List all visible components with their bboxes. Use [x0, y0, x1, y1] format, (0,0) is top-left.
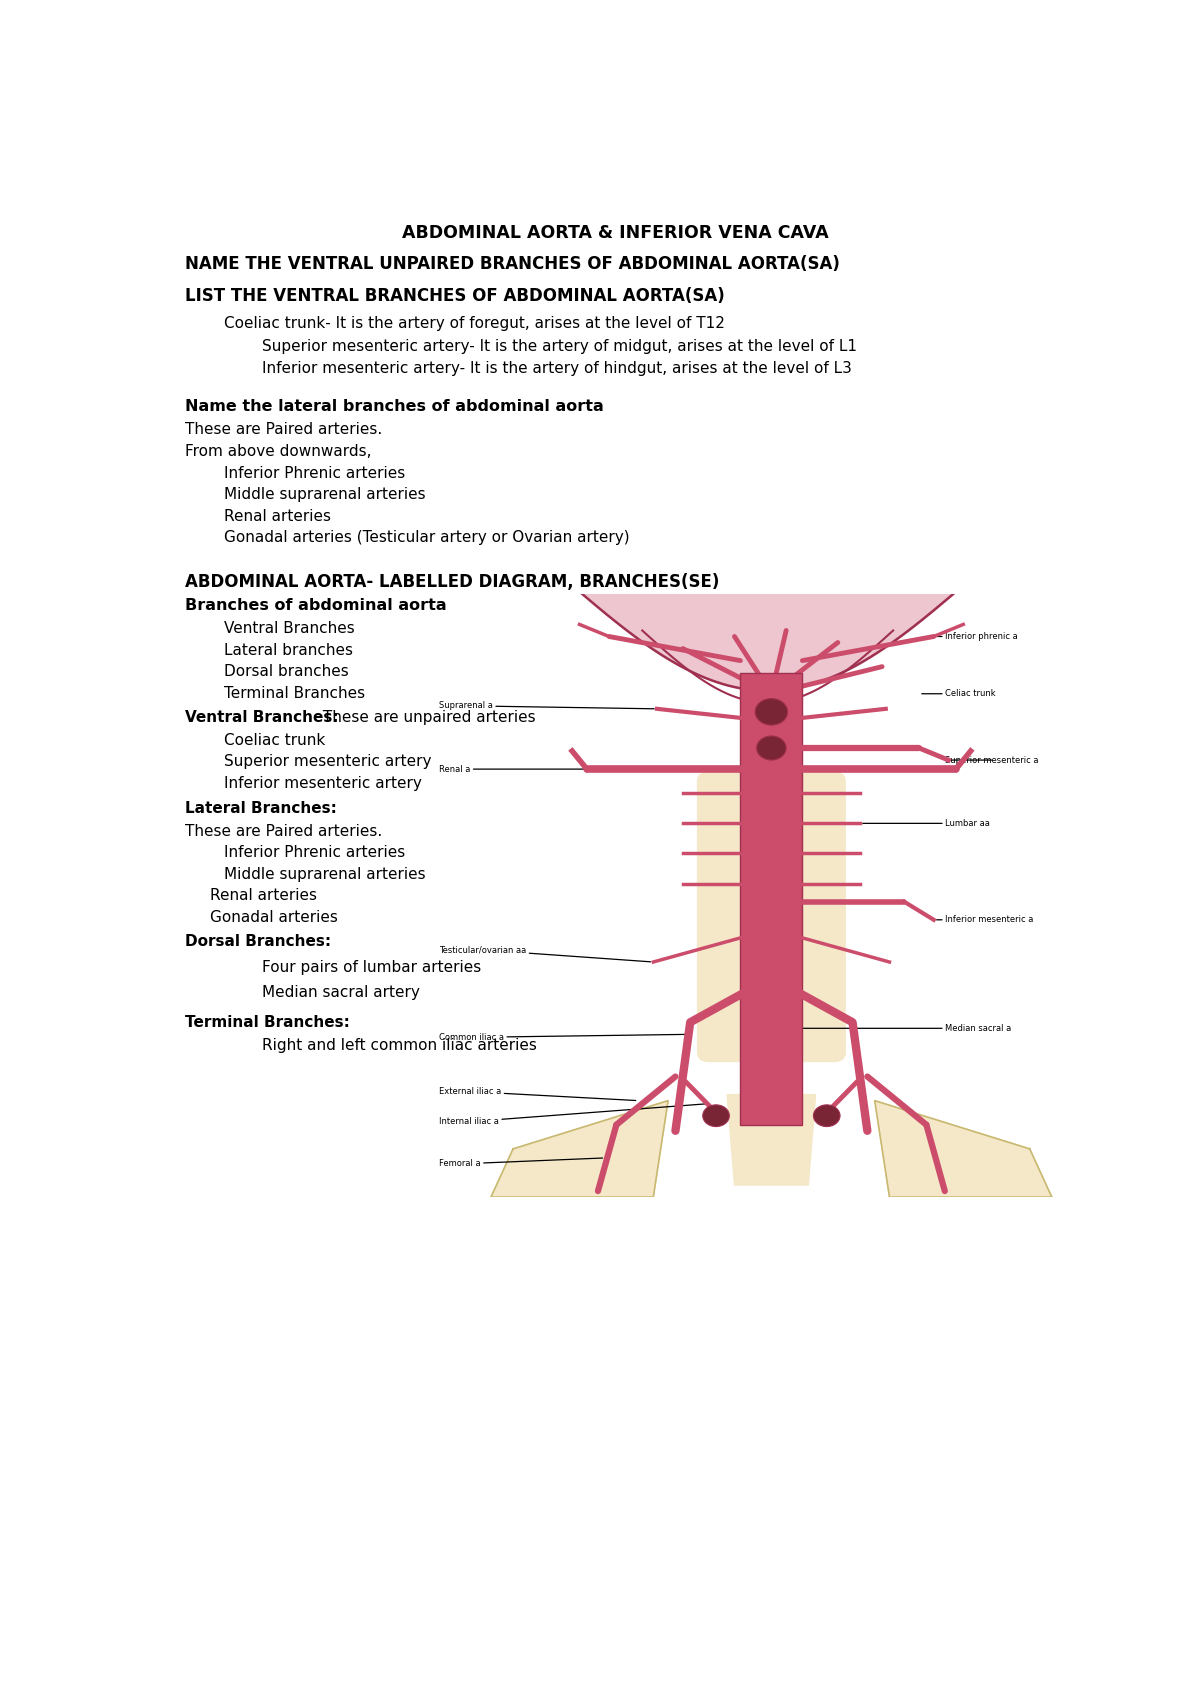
Text: These are Paired arteries.: These are Paired arteries.	[185, 423, 382, 438]
Circle shape	[757, 735, 786, 761]
Text: From above downwards,: From above downwards,	[185, 443, 371, 458]
Text: Terminal Branches: Terminal Branches	[223, 686, 365, 701]
Text: Gonadal arteries (Testicular artery or Ovarian artery): Gonadal arteries (Testicular artery or O…	[223, 530, 629, 545]
Text: Renal arteries: Renal arteries	[210, 888, 317, 903]
Text: Inferior Phrenic arteries: Inferior Phrenic arteries	[223, 846, 404, 861]
Polygon shape	[727, 1095, 816, 1185]
Text: Inferior mesenteric a: Inferior mesenteric a	[936, 915, 1033, 924]
Text: Coeliac trunk- It is the artery of foregut, arises at the level of T12: Coeliac trunk- It is the artery of foreg…	[223, 316, 725, 331]
Text: Gonadal arteries: Gonadal arteries	[210, 910, 337, 925]
Text: Lumbar aa: Lumbar aa	[863, 818, 990, 829]
Text: Median sacral a: Median sacral a	[785, 1024, 1012, 1032]
Text: Lateral Branches:: Lateral Branches:	[185, 800, 337, 815]
Text: Middle suprarenal arteries: Middle suprarenal arteries	[223, 487, 425, 503]
Text: Right and left common iliac arteries: Right and left common iliac arteries	[263, 1037, 538, 1053]
Text: Median sacral artery: Median sacral artery	[263, 985, 420, 1000]
Polygon shape	[875, 1100, 1052, 1197]
Text: Inferior phrenic a: Inferior phrenic a	[936, 632, 1018, 642]
Text: Superior mesenteric artery- It is the artery of midgut, arises at the level of L: Superior mesenteric artery- It is the ar…	[263, 338, 857, 353]
Text: Testicular/ovarian aa: Testicular/ovarian aa	[439, 946, 650, 961]
Text: Renal arteries: Renal arteries	[223, 509, 331, 523]
Text: ABDOMINAL AORTA- LABELLED DIAGRAM, BRANCHES(SE): ABDOMINAL AORTA- LABELLED DIAGRAM, BRANC…	[185, 572, 719, 591]
Text: Coeliac trunk: Coeliac trunk	[223, 734, 325, 747]
Text: NAME THE VENTRAL UNPAIRED BRANCHES OF ABDOMINAL AORTA(SA): NAME THE VENTRAL UNPAIRED BRANCHES OF AB…	[185, 255, 840, 273]
Text: These are Paired arteries.: These are Paired arteries.	[185, 824, 382, 839]
Text: External iliac a: External iliac a	[439, 1087, 636, 1100]
Text: Ventral Branches: Ventral Branches	[223, 621, 354, 637]
Text: These are unpaired arteries: These are unpaired arteries	[318, 710, 535, 725]
Text: Celiac trunk: Celiac trunk	[922, 689, 996, 698]
Text: Dorsal Branches:: Dorsal Branches:	[185, 934, 331, 949]
Bar	[740, 672, 803, 1124]
Text: Name the lateral branches of abdominal aorta: Name the lateral branches of abdominal a…	[185, 399, 604, 414]
Text: Middle suprarenal arteries: Middle suprarenal arteries	[223, 866, 425, 881]
Circle shape	[703, 1105, 730, 1126]
Text: Superior mesenteric a: Superior mesenteric a	[944, 756, 1038, 764]
Text: LIST THE VENTRAL BRANCHES OF ABDOMINAL AORTA(SA): LIST THE VENTRAL BRANCHES OF ABDOMINAL A…	[185, 287, 725, 306]
Text: Internal iliac a: Internal iliac a	[439, 1104, 706, 1126]
Text: Femoral a: Femoral a	[439, 1158, 602, 1168]
Text: Lateral branches: Lateral branches	[223, 642, 353, 657]
Text: Ventral Branches:: Ventral Branches:	[185, 710, 338, 725]
Text: Suprarenal a: Suprarenal a	[439, 701, 654, 710]
Polygon shape	[491, 1100, 668, 1197]
Circle shape	[755, 698, 787, 725]
Text: Four pairs of lumbar arteries: Four pairs of lumbar arteries	[263, 959, 481, 975]
Text: Inferior mesenteric artery: Inferior mesenteric artery	[223, 776, 421, 791]
Circle shape	[814, 1105, 840, 1126]
Text: Common iliac a: Common iliac a	[439, 1032, 688, 1043]
Text: Renal a: Renal a	[439, 764, 584, 774]
Text: Superior mesenteric artery: Superior mesenteric artery	[223, 754, 431, 769]
Text: Inferior mesenteric artery- It is the artery of hindgut, arises at the level of : Inferior mesenteric artery- It is the ar…	[263, 362, 852, 375]
Text: Terminal Branches:: Terminal Branches:	[185, 1015, 349, 1029]
Text: Dorsal branches: Dorsal branches	[223, 664, 348, 679]
Text: Branches of abdominal aorta: Branches of abdominal aorta	[185, 598, 446, 613]
Text: Inferior Phrenic arteries: Inferior Phrenic arteries	[223, 465, 404, 481]
FancyBboxPatch shape	[697, 773, 845, 1061]
Text: ABDOMINAL AORTA & INFERIOR VENA CAVA: ABDOMINAL AORTA & INFERIOR VENA CAVA	[402, 224, 828, 241]
